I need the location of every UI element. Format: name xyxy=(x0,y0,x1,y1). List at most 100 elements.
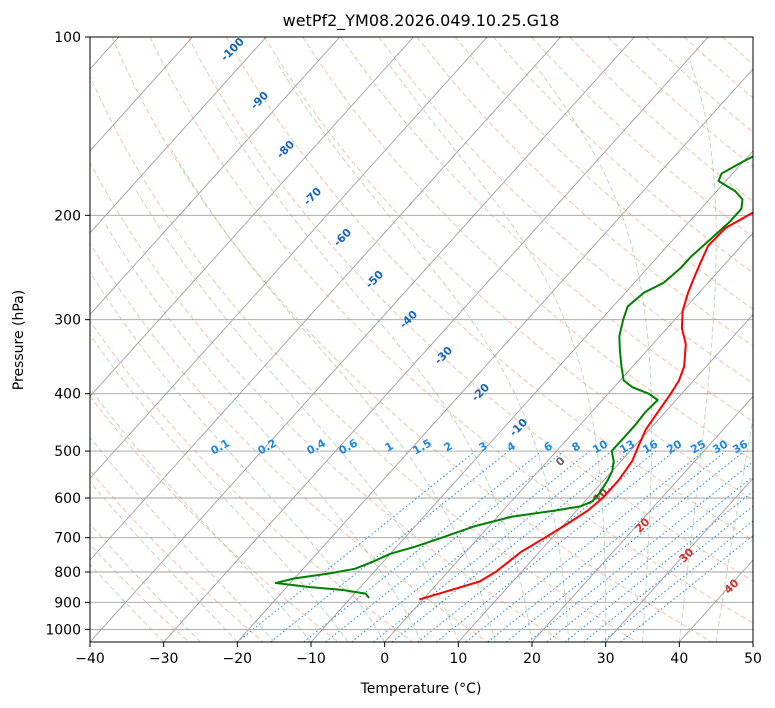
mixing-ratio-label: 36 xyxy=(730,437,750,456)
isotherm xyxy=(236,68,753,642)
moist-adiabat xyxy=(134,187,459,642)
mixing-ratio-line xyxy=(546,475,753,642)
isotherm xyxy=(90,37,341,316)
y-tick-label: 900 xyxy=(54,595,81,611)
line-labels: -100-90-80-70-60-50-40-30-20-10010203040… xyxy=(209,35,751,597)
mixing-ratio-label: 0.6 xyxy=(337,436,361,457)
moist-adiabat xyxy=(386,61,607,642)
moist-adiabat xyxy=(715,416,753,642)
isotherm xyxy=(531,395,753,642)
y-tick-label: 500 xyxy=(54,444,81,460)
dry-adiabat xyxy=(90,320,414,642)
dry-adiabat xyxy=(454,37,753,310)
y-tick-label: 1000 xyxy=(45,622,81,638)
mixing-ratio-label: 2 xyxy=(442,439,455,454)
moist-adiabat xyxy=(215,104,533,642)
isotherm xyxy=(90,37,267,234)
mixing-ratio-line xyxy=(270,450,509,642)
dry-adiabat-label: -70 xyxy=(301,185,324,208)
y-axis-label: Pressure (hPa) xyxy=(11,290,27,390)
isotherm xyxy=(605,477,753,642)
mixing-ratio-label: 25 xyxy=(688,438,708,457)
y-tick-label: 100 xyxy=(54,30,81,46)
moist-adiabat xyxy=(90,271,386,642)
x-axis-label: Temperature (°C) xyxy=(360,681,482,697)
mixing-ratio-line xyxy=(505,450,745,642)
dry-adiabat xyxy=(761,37,775,644)
x-tick-label: 30 xyxy=(597,651,615,667)
mixing-ratio-line xyxy=(601,520,753,642)
y-tick-label: 700 xyxy=(54,531,81,547)
mixing-ratio-label: 10 xyxy=(590,437,610,456)
mixing-ratio-label: 0.1 xyxy=(209,436,232,457)
mixing-ratio-label: 8 xyxy=(570,439,583,454)
moist-adiabat xyxy=(90,333,349,642)
y-tick-label: 400 xyxy=(54,387,81,403)
moist-adiabat-label: 30 xyxy=(677,545,697,565)
dry-adiabat-label: -30 xyxy=(432,344,455,367)
isotherm xyxy=(90,37,488,480)
x-tick-label: 40 xyxy=(670,651,688,667)
isotherm xyxy=(163,37,709,642)
dry-adiabat xyxy=(264,37,753,501)
isotherm xyxy=(384,232,753,642)
dry-adiabat xyxy=(569,37,753,203)
moist-adiabat xyxy=(103,221,422,642)
moist-adiabat xyxy=(532,61,653,642)
mixing-ratio-line xyxy=(620,535,753,642)
dry-adiabat-label: -50 xyxy=(363,268,386,291)
dry-adiabat xyxy=(90,242,489,642)
mixing-ratio-line xyxy=(325,450,565,642)
moist-adiabat-label: 0 xyxy=(553,454,568,469)
moist-adiabat-label: 40 xyxy=(722,576,742,596)
mixing-ratio-line xyxy=(303,450,543,642)
mixing-ratio-line xyxy=(583,505,753,642)
dry-adiabat xyxy=(90,75,638,642)
dry-adiabat xyxy=(90,395,339,642)
x-tick-label: −10 xyxy=(296,651,326,667)
mixing-ratio-label: 4 xyxy=(505,439,518,454)
moist-adiabat xyxy=(90,481,238,642)
isotherm xyxy=(90,37,562,561)
moist-adiabat xyxy=(90,523,201,642)
x-tick-label: −20 xyxy=(223,651,253,667)
mixing-ratio-line xyxy=(417,450,657,642)
isotherm xyxy=(90,37,635,642)
mixing-ratio-line xyxy=(527,461,753,642)
dry-adiabat-label: -10 xyxy=(507,416,530,439)
y-tick-label: 200 xyxy=(54,208,81,224)
moist-adiabat xyxy=(90,563,165,642)
mixing-ratio-label: 0.4 xyxy=(305,436,329,457)
mixing-ratio-label: 16 xyxy=(640,437,660,456)
background-lines xyxy=(90,37,775,644)
isotherm xyxy=(752,641,753,642)
y-tick-label: 600 xyxy=(54,491,81,507)
dry-adiabat-label: -100 xyxy=(218,35,247,64)
dry-adiabat xyxy=(378,37,753,384)
mixing-ratio-line xyxy=(465,450,705,642)
isotherm xyxy=(310,150,753,642)
dry-adiabat xyxy=(90,469,265,642)
x-tick-label: −40 xyxy=(75,651,105,667)
dry-adiabat xyxy=(149,37,753,624)
dewpoint-line xyxy=(274,155,753,599)
dry-adiabat xyxy=(340,37,753,423)
dry-adiabat-label: -80 xyxy=(274,138,297,161)
x-tick-label: 20 xyxy=(523,651,541,667)
moist-adiabat xyxy=(90,388,312,642)
dry-adiabat xyxy=(302,37,753,461)
dry-adiabat xyxy=(111,37,713,642)
mixing-ratio-line xyxy=(564,490,753,642)
moist-adiabat xyxy=(171,149,496,642)
dry-adiabat xyxy=(416,37,753,347)
mixing-ratio-line xyxy=(391,450,631,642)
dry-adiabat xyxy=(531,37,753,238)
dry-adiabat xyxy=(645,37,753,133)
profile-lines xyxy=(274,155,753,601)
plot-frame xyxy=(89,36,754,643)
mixing-ratio-line xyxy=(435,450,675,642)
mixing-ratio-label: 1.5 xyxy=(411,436,434,457)
y-tick-label: 300 xyxy=(54,313,81,329)
dry-adiabat-label: -40 xyxy=(397,308,420,331)
